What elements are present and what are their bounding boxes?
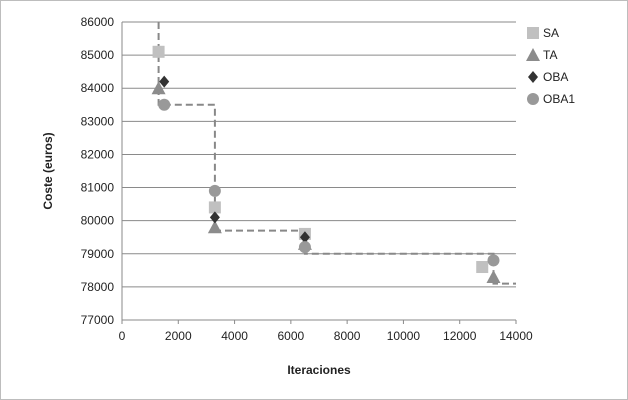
- step-line: [157, 22, 516, 285]
- legend-label-ta: TA: [543, 48, 557, 62]
- x-tick-label: 4000: [221, 329, 248, 343]
- y-tick-label: 79000: [81, 247, 115, 261]
- data-point-ta: [151, 81, 166, 95]
- legend-marker-oba: [528, 71, 538, 83]
- series-ta: [151, 81, 501, 283]
- series-oba1: [158, 98, 500, 267]
- legend-label-oba1: OBA1: [543, 92, 575, 106]
- grid: [122, 21, 516, 288]
- y-tick-label: 82000: [81, 147, 115, 161]
- legend-marker-ta: [526, 48, 540, 61]
- data-point-oba1: [298, 241, 311, 254]
- x-tick-label: 2000: [165, 329, 192, 343]
- y-tick-label: 84000: [81, 81, 115, 95]
- series-sa: [152, 45, 489, 274]
- data-point-sa: [152, 45, 165, 58]
- y-tick-label: 78000: [81, 280, 115, 294]
- y-tick-label: 83000: [81, 114, 115, 128]
- legend-marker-oba1: [527, 93, 539, 105]
- y-tick-label: 80000: [81, 214, 115, 228]
- x-tick-label: 12000: [443, 329, 477, 343]
- data-points: [151, 45, 501, 283]
- data-point-oba1: [208, 184, 221, 197]
- legend-marker-sa: [527, 27, 539, 39]
- legend-label-oba: OBA: [543, 70, 568, 84]
- data-point-ta: [486, 269, 501, 283]
- x-axis-title: Iteraciones: [287, 363, 351, 377]
- step-line-group: [157, 22, 516, 285]
- x-tick-label: 6000: [278, 329, 305, 343]
- y-tick-label: 86000: [81, 15, 115, 29]
- legend: SA TA OBA OBA1: [526, 26, 575, 106]
- data-point-oba: [159, 75, 170, 88]
- axes: [121, 22, 517, 324]
- data-point-oba1: [158, 98, 171, 111]
- data-point-ta: [207, 220, 222, 234]
- x-tick-label: 14000: [499, 329, 533, 343]
- data-point-sa: [208, 201, 221, 214]
- y-tick-label: 77000: [81, 313, 115, 327]
- y-tick-label: 85000: [81, 48, 115, 62]
- data-point-sa: [476, 261, 489, 274]
- data-point-oba: [299, 231, 310, 244]
- y-tick-label: 81000: [81, 181, 115, 195]
- legend-label-sa: SA: [543, 26, 559, 40]
- x-tick-label: 8000: [334, 329, 361, 343]
- y-axis-title: Coste (euros): [41, 132, 55, 209]
- x-tick-label: 0: [119, 329, 126, 343]
- data-point-oba1: [487, 254, 500, 267]
- tick-labels: 7700078000790008000081000820008300084000…: [81, 15, 533, 343]
- x-tick-label: 10000: [387, 329, 421, 343]
- data-point-oba: [209, 211, 220, 224]
